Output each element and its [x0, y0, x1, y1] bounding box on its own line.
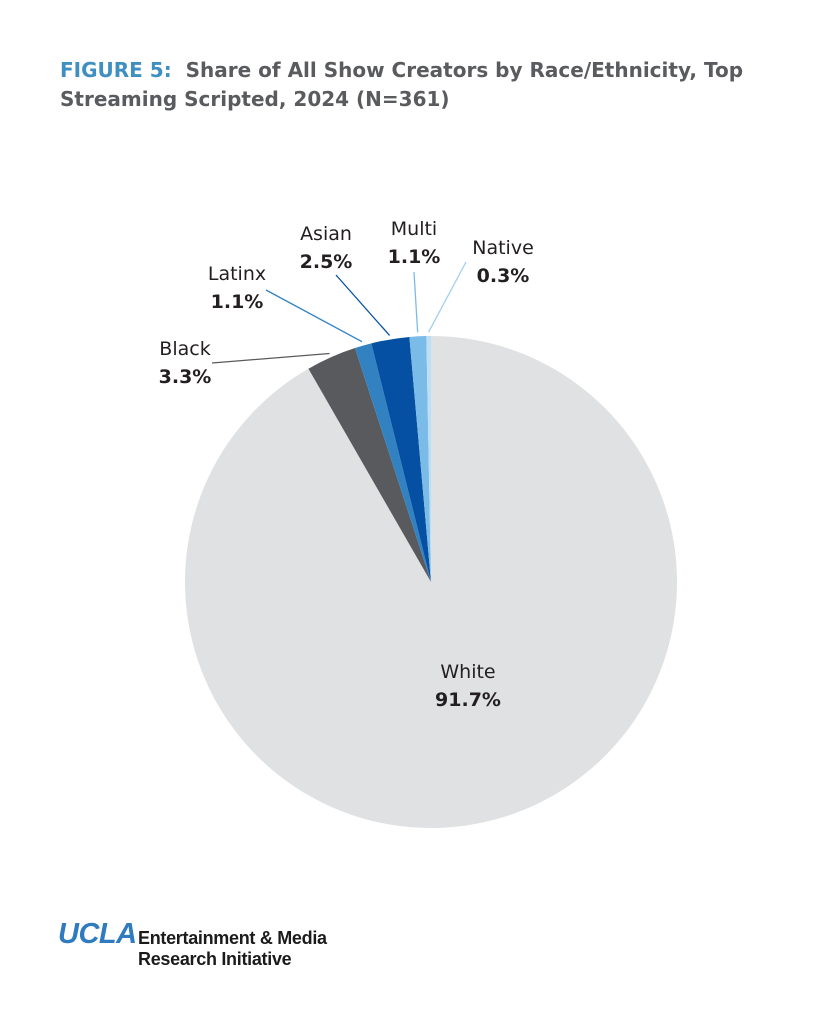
slice-value-native: 0.3%: [477, 265, 530, 287]
slice-value-asian: 2.5%: [300, 251, 353, 273]
slice-label-asian: Asian: [300, 223, 352, 245]
leader-line-multi: [413, 271, 419, 333]
pie-slice-asian: [371, 336, 431, 582]
chart-title: FIGURE 5: Share of All Show Creators by …: [60, 56, 780, 114]
pie-slice-black: [308, 348, 431, 582]
pie-slice-white: [185, 336, 678, 828]
pie-slice-native: [426, 336, 431, 582]
slice-label-latinx: Latinx: [208, 263, 266, 285]
figure-number: FIGURE 5:: [60, 58, 172, 82]
slice-value-white: 91.7%: [435, 689, 501, 711]
slice-value-latinx: 1.1%: [211, 291, 264, 313]
org-name-line1: Entertainment & Media: [138, 928, 327, 948]
slice-value-multi: 1.1%: [388, 246, 441, 268]
slice-labels: White 91.7% Black 3.3% Latinx 1.1% Asian 2.5% Mu…: [159, 218, 534, 711]
slice-label-native: Native: [472, 237, 534, 259]
organization-name: Entertainment & Media Research Initiativ…: [138, 928, 327, 970]
pie-slice-multi: [409, 336, 431, 582]
leader-line-latinx: [265, 289, 363, 343]
leader-lines: [211, 261, 467, 364]
slice-label-black: Black: [159, 338, 210, 360]
slice-label-white: White: [440, 661, 495, 683]
leader-line-black: [211, 352, 330, 364]
ucla-wordmark: UCLA: [58, 918, 137, 950]
slice-value-black: 3.3%: [159, 366, 212, 388]
leader-line-native: [428, 261, 467, 333]
pie-slices: [185, 336, 678, 828]
org-name-line2: Research Initiative: [138, 949, 292, 969]
figure-title-text: Share of All Show Creators by Race/Ethni…: [60, 58, 744, 111]
slice-label-multi: Multi: [391, 218, 437, 240]
pie-slice-latinx: [354, 343, 431, 582]
leader-line-asian: [335, 274, 391, 336]
